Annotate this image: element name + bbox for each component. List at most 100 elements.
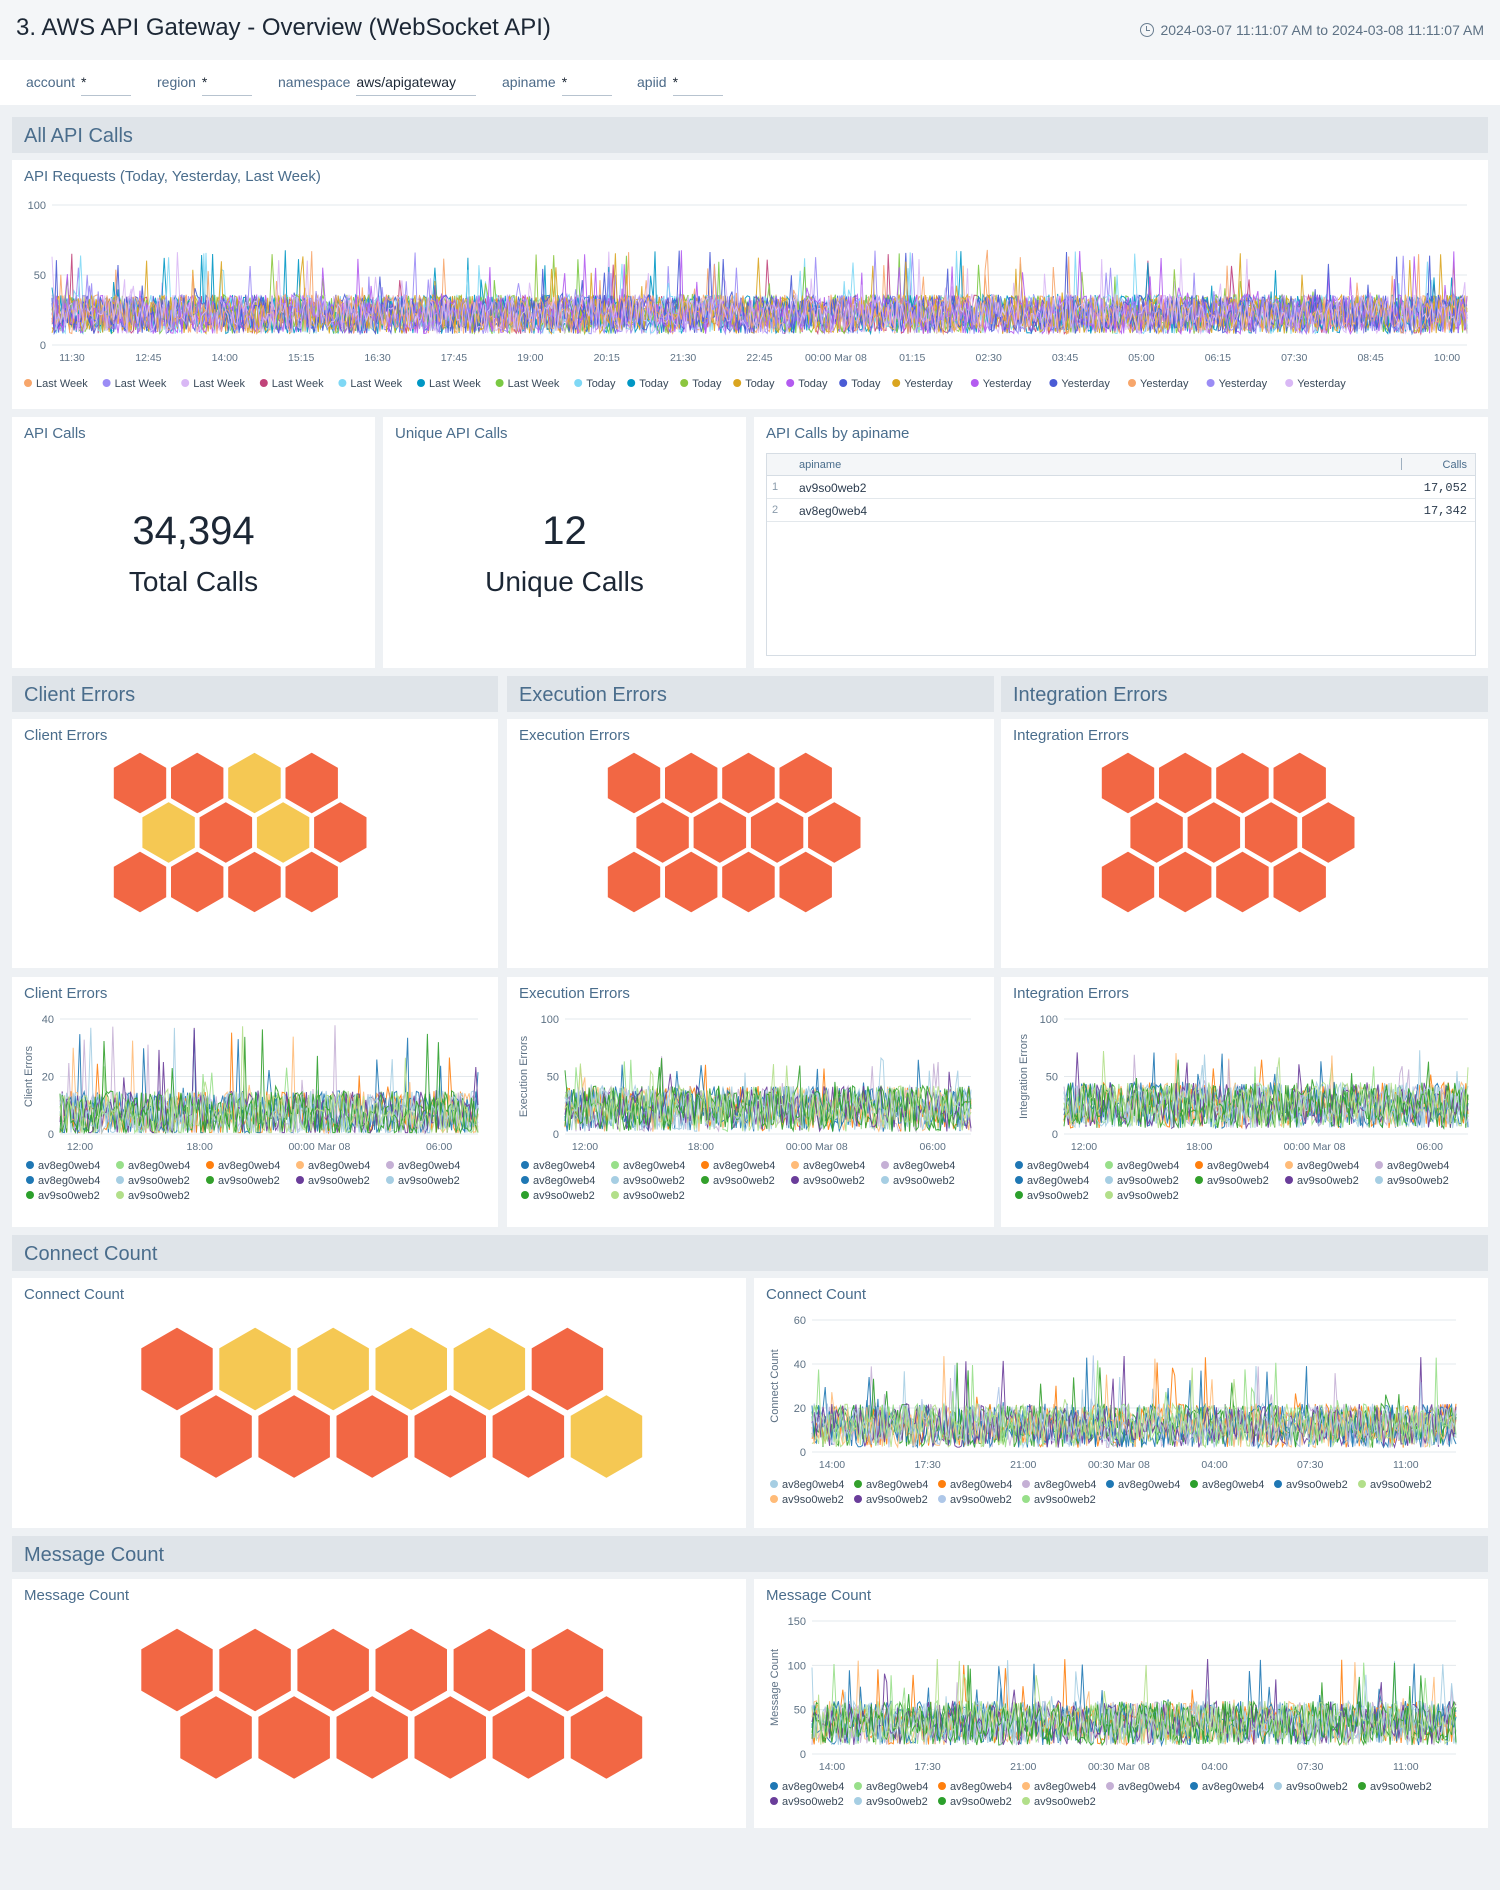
honeycomb-cell[interactable] xyxy=(1213,749,1272,817)
filter-region[interactable]: region * xyxy=(157,74,252,96)
legend-label[interactable]: Yesterday xyxy=(904,378,953,390)
honeycomb-cell[interactable] xyxy=(168,749,227,817)
honeycomb-cell[interactable] xyxy=(294,1324,372,1414)
honeycomb-cell[interactable] xyxy=(255,1692,333,1783)
honeycomb-cell[interactable] xyxy=(333,1692,411,1783)
honeycomb-cell[interactable] xyxy=(225,848,284,916)
legend-label[interactable]: av8eg0web4 xyxy=(1027,1175,1089,1187)
honeycomb-cell[interactable] xyxy=(1270,848,1329,916)
honeycomb-cell[interactable] xyxy=(253,798,313,867)
legend-label[interactable]: Today xyxy=(745,378,775,390)
honeycomb-cell[interactable] xyxy=(719,848,778,916)
legend-label[interactable]: av9so0web2 xyxy=(866,1494,928,1506)
honeycomb-cell[interactable] xyxy=(1098,749,1158,817)
legend-label[interactable]: Yesterday xyxy=(1297,378,1346,390)
legend-label[interactable]: av8eg0web4 xyxy=(782,1781,844,1793)
legend-label[interactable]: av9so0web2 xyxy=(218,1175,280,1187)
honeycomb-cell[interactable] xyxy=(450,1324,529,1414)
filter-value[interactable]: * xyxy=(81,74,132,96)
honeycomb-cell[interactable] xyxy=(662,749,721,817)
legend-label[interactable]: Last Week xyxy=(429,378,481,390)
legend-label[interactable]: av9so0web2 xyxy=(782,1494,844,1506)
legend-label[interactable]: av8eg0web4 xyxy=(1202,1781,1264,1793)
legend-label[interactable]: av9so0web2 xyxy=(950,1494,1012,1506)
honeycomb-cell[interactable] xyxy=(1213,848,1272,916)
legend-label[interactable]: av8eg0web4 xyxy=(218,1160,280,1172)
honeycomb-cell[interactable] xyxy=(1270,749,1329,817)
series-line[interactable] xyxy=(51,250,1468,336)
legend-label[interactable]: av8eg0web4 xyxy=(38,1175,100,1187)
series-line[interactable] xyxy=(1063,1073,1469,1130)
series-line[interactable] xyxy=(59,1026,479,1134)
legend-label[interactable]: Last Week xyxy=(36,378,88,390)
legend-label[interactable]: av9so0web2 xyxy=(398,1175,460,1187)
legend-label[interactable]: av8eg0web4 xyxy=(893,1160,955,1172)
honeycomb-cell[interactable] xyxy=(489,1391,568,1482)
panel-message-count-chart[interactable]: Message Count 0 50 100 150 Message Count 14:0… xyxy=(754,1579,1488,1828)
honeycomb-cell[interactable] xyxy=(719,749,778,817)
legend-label[interactable]: av9so0web2 xyxy=(713,1175,775,1187)
legend-label[interactable]: av9so0web2 xyxy=(1117,1190,1179,1202)
filter-value[interactable]: * xyxy=(561,74,612,96)
honeycomb-cell[interactable] xyxy=(282,749,341,817)
honeycomb-cell[interactable] xyxy=(372,1625,450,1715)
legend-label[interactable]: av9so0web2 xyxy=(1207,1175,1269,1187)
honeycomb-cell[interactable] xyxy=(567,1391,646,1482)
honeycomb-cell[interactable] xyxy=(489,1692,568,1783)
legend-label[interactable]: av9so0web2 xyxy=(1370,1479,1432,1491)
legend-label[interactable]: Last Week xyxy=(350,378,402,390)
series-line[interactable] xyxy=(564,1071,972,1133)
filter-apiid[interactable]: apiid * xyxy=(637,74,723,96)
filter-namespace[interactable]: namespace aws/apigateway xyxy=(278,74,477,96)
legend-label[interactable]: av8eg0web4 xyxy=(398,1160,460,1172)
honeycomb-cell[interactable] xyxy=(216,1324,294,1414)
legend-label[interactable]: av8eg0web4 xyxy=(782,1479,844,1491)
series-line[interactable] xyxy=(51,252,1468,335)
legend-label[interactable]: av9so0web2 xyxy=(1034,1796,1096,1808)
legend-label[interactable]: av9so0web2 xyxy=(950,1796,1012,1808)
honeycomb-cell[interactable] xyxy=(255,1391,333,1482)
legend-label[interactable]: av8eg0web4 xyxy=(533,1175,595,1187)
execution-errors-honeycomb[interactable] xyxy=(507,719,994,968)
legend-label[interactable]: Yesterday xyxy=(1140,378,1189,390)
legend-label[interactable]: av9so0web2 xyxy=(623,1175,685,1187)
legend-label[interactable]: Yesterday xyxy=(983,378,1032,390)
legend-label[interactable]: av9so0web2 xyxy=(803,1175,865,1187)
legend-label[interactable]: av9so0web2 xyxy=(893,1175,955,1187)
honeycomb-cell[interactable] xyxy=(311,798,370,867)
honeycomb-cell[interactable] xyxy=(528,1324,607,1414)
legend-label[interactable]: av9so0web2 xyxy=(1034,1494,1096,1506)
legend-label[interactable]: av8eg0web4 xyxy=(1034,1781,1096,1793)
legend-label[interactable]: av8eg0web4 xyxy=(803,1160,865,1172)
panel-api-requests[interactable]: API Requests (Today, Yesterday, Last Wee… xyxy=(12,160,1488,409)
honeycomb-cell[interactable] xyxy=(138,1625,216,1715)
message-count-honeycomb[interactable] xyxy=(12,1579,746,1828)
legend-label[interactable]: Today xyxy=(692,378,722,390)
legend-label[interactable]: av8eg0web4 xyxy=(1207,1160,1269,1172)
api-requests-chart[interactable]: 0 50 100 11:30 12:45 14:00 15:15 16:30 17:45 19:0… xyxy=(12,160,1488,409)
table-row[interactable]: 1 av9so0web2 17,052 xyxy=(767,476,1475,499)
honeycomb-cell[interactable] xyxy=(110,848,170,916)
panel-client-errors-honeycomb[interactable]: Client Errors xyxy=(12,719,498,968)
series-line[interactable] xyxy=(1063,1052,1469,1130)
honeycomb-cell[interactable] xyxy=(294,1625,372,1715)
honeycomb-cell[interactable] xyxy=(138,1324,216,1414)
honeycomb-cell[interactable] xyxy=(662,848,721,916)
honeycomb-cell[interactable] xyxy=(1299,798,1358,867)
legend-label[interactable]: av8eg0web4 xyxy=(1118,1479,1180,1491)
connect-count-honeycomb[interactable] xyxy=(12,1278,746,1528)
honeycomb-cell[interactable] xyxy=(567,1692,646,1783)
legend-label[interactable]: Last Week xyxy=(115,378,167,390)
panel-api-calls-by-apiname[interactable]: API Calls by apiname apiname Calls 1 av9… xyxy=(754,417,1488,668)
honeycomb-cell[interactable] xyxy=(177,1692,255,1783)
panel-unique-api-calls[interactable]: Unique API Calls 12 Unique Calls xyxy=(383,417,746,668)
legend-label[interactable]: Today xyxy=(586,378,616,390)
legend-label[interactable]: av8eg0web4 xyxy=(1027,1160,1089,1172)
series-line[interactable] xyxy=(811,1357,1457,1449)
legend-label[interactable]: Today xyxy=(639,378,669,390)
legend-label[interactable]: av9so0web2 xyxy=(1370,1781,1432,1793)
panel-connect-count-chart[interactable]: Connect Count 0 20 40 60 Connect Count 14:00 1… xyxy=(754,1278,1488,1528)
legend-label[interactable]: av8eg0web4 xyxy=(1297,1160,1359,1172)
legend-label[interactable]: av8eg0web4 xyxy=(1117,1160,1179,1172)
honeycomb-cell[interactable] xyxy=(604,848,664,916)
